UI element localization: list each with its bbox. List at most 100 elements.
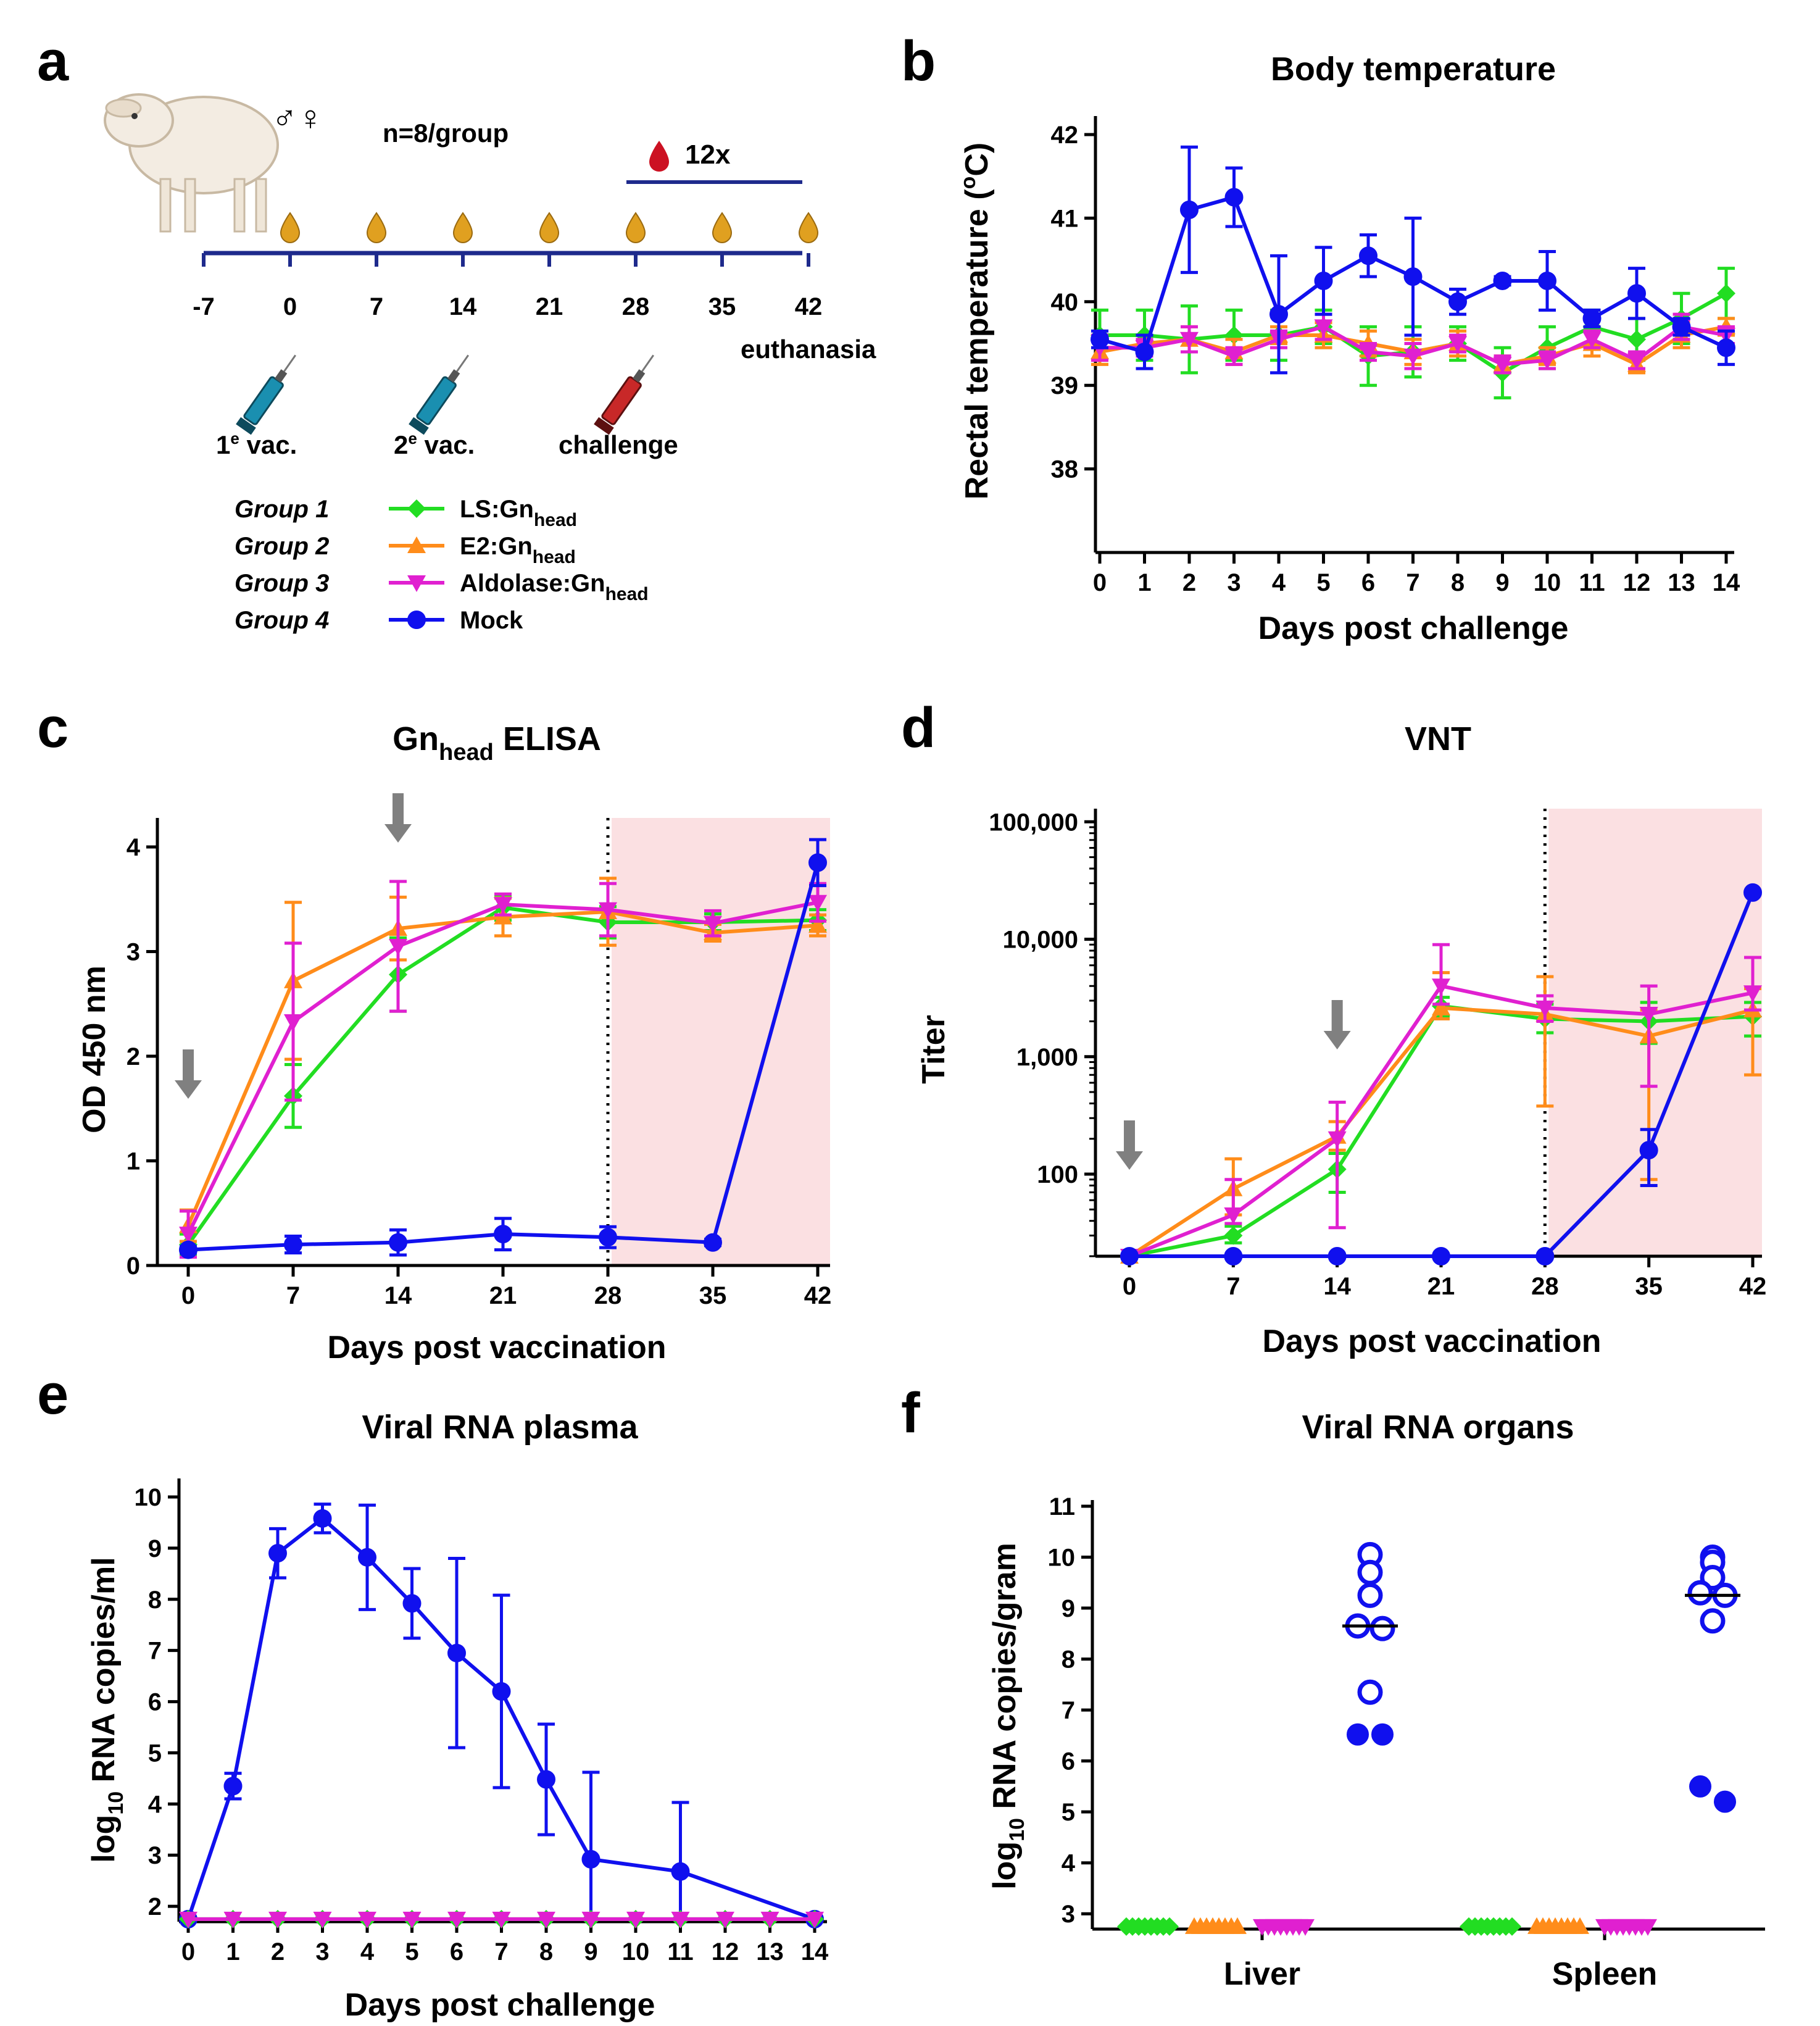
data-point-mock [1180,200,1199,219]
legend-group-name: Group 2 [235,533,329,560]
legend-group-name: Group 3 [235,570,329,597]
x-tick-label: 8 [539,1938,553,1966]
x-tick-label: 14 [384,1282,412,1309]
challenge-label: challenge [559,430,678,459]
data-point-ald [1639,1006,1658,1023]
timeline-day-label: 42 [795,293,823,320]
x-tick-label: 10 [622,1938,650,1966]
data-point-ls [1224,1226,1243,1245]
chart-vnt: 100 1,000 10,000 100,000 0 7 14 21 28 35 42 VNT Days… [916,720,1766,1359]
x-axis-label: Days post vaccination [1262,1324,1601,1359]
y-tick-label: 2 [148,1893,162,1920]
data-point-mock [1357,1582,1383,1608]
timeline-day-label: 7 [370,293,383,320]
data-point-mock [447,1643,466,1662]
legend-label-mock: Mock [460,607,523,634]
data-point-mock [1371,1723,1394,1746]
data-point-e2 [1571,1917,1589,1934]
y-tick-label: 40 [1051,289,1079,316]
sampling-drop-icon [280,212,301,244]
x-tick-label: 12 [712,1938,739,1966]
data-point-ald [1535,1000,1555,1017]
y-tick-label: 8 [148,1586,162,1614]
x-tick-label: 5 [1316,569,1330,596]
syringe-icon-challenge [594,354,654,435]
vaccination-arrow [175,1049,202,1099]
data-point-ald [494,897,512,914]
y-tick-label: 100,000 [989,809,1078,836]
sex-symbols: ♂♀ [272,98,323,137]
x-tick-label: 11 [667,1938,693,1966]
legend-label-ls: LS:Gnhead [460,496,577,530]
data-point-mock [704,1233,722,1252]
data-point-mock [1357,1679,1383,1705]
data-point-ls [1160,1917,1179,1936]
category-label: Spleen [1552,1956,1658,1992]
x-tick-label: 7 [494,1938,508,1966]
x-tick-label: 3 [1227,569,1240,596]
y-tick-label: 10 [135,1484,162,1511]
legend-marker-mock [407,611,426,629]
x-axis-label: Days post vaccination [327,1330,666,1365]
panel-label-f: f [901,1382,920,1444]
timeline-day-label: 35 [708,293,736,320]
legend-group-name: Group 4 [235,607,329,634]
data-point-ald [808,894,827,912]
data-point-mock [494,1225,512,1244]
chart-title: Body temperature [1271,51,1556,88]
data-point-ald [1403,348,1423,365]
data-point-mock [808,853,827,872]
data-point-mock [1091,330,1109,349]
data-point-mock [1135,343,1154,362]
data-point-mock [581,1849,600,1869]
data-point-ald [447,1911,466,1928]
panel-label-d: d [901,696,936,759]
x-tick-label: 12 [1623,569,1651,596]
x-axis-label: Days post challenge [1258,611,1569,646]
study-schematic: ♂♀ n=8/group 12x -7 0 7 14 21 28 35 42 euthanas… [104,93,876,634]
chart-viral-rna-organs: 3 4 5 6 7 8 9 10 11 Liver Spleen Viral RNA organs lo… [987,1409,1765,1992]
y-tick-label: 9 [148,1535,162,1562]
sampling-drop-icon [798,212,819,244]
data-point-mock [1714,1790,1736,1813]
blood-sampling-count: 12x [685,140,731,170]
data-point-mock [599,1228,617,1247]
syringe-icon-vac2 [409,354,469,435]
y-tick-label: 4 [148,1791,162,1818]
data-point-mock [1717,338,1735,357]
data-point-ald [1328,1131,1347,1148]
y-axis-label: Titer [916,1015,952,1084]
x-tick-label: 28 [1531,1273,1559,1300]
data-point-mock [358,1548,376,1567]
y-axis-label: log10 RNA copies/ml [86,1557,128,1862]
syringe-icon-vac1 [236,354,296,435]
x-tick-label: 14 [1713,569,1740,596]
x-tick-label: 13 [1668,569,1695,596]
y-axis-label: Rectal temperature (oC) [957,143,995,500]
x-tick-label: 7 [1406,569,1419,596]
data-point-ls [1503,1917,1521,1936]
x-tick-label: 28 [594,1282,622,1309]
y-tick-label: 42 [1051,122,1079,149]
data-point-mock [1582,309,1602,328]
data-point-e2 [1228,1917,1247,1934]
data-point-ald [313,1911,332,1928]
legend-group-name: Group 1 [235,496,329,523]
data-point-ald [1314,319,1333,336]
data-point-mock [1224,188,1244,207]
panel-label-c: c [37,696,69,759]
data-point-e2 [808,916,827,933]
y-axis-label: log10 RNA copies/gram [987,1543,1029,1890]
first-vaccination-label: 1e vac. [216,429,297,459]
x-tick-label: 0 [1093,569,1107,596]
chart-gnhead-elisa: 0 1 2 3 4 0 7 14 21 28 35 42 Gnhead ELISA Days post v… [77,720,831,1365]
data-point-ald [1224,1207,1243,1224]
data-point-mock [179,1240,197,1259]
data-point-mock [1672,317,1691,336]
data-point-ald [581,1911,600,1928]
data-point-mock [1538,271,1556,290]
y-tick-label: 1,000 [1016,1044,1078,1071]
data-point-ald [704,915,722,933]
